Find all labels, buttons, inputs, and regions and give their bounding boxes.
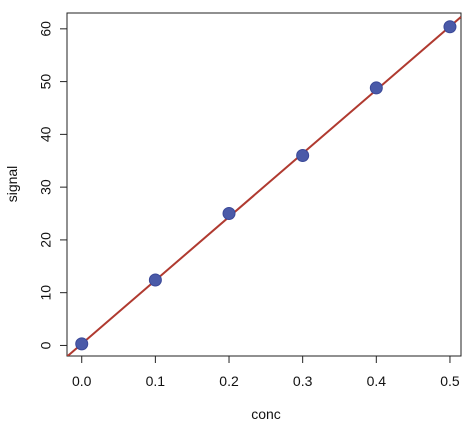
fit-line — [67, 16, 461, 356]
plot-layer: 0.0 0.1 0.2 0.3 0.4 0.5 0 10 20 30 40 50 60 — [38, 12, 462, 389]
x-tick-label: 0.2 — [219, 373, 239, 389]
data-point — [75, 337, 89, 351]
y-tick-label: 60 — [38, 21, 54, 37]
x-tick-label: 0.1 — [146, 373, 166, 389]
data-point — [296, 148, 310, 162]
data-point — [443, 20, 457, 34]
y-tick-label: 10 — [38, 285, 54, 301]
x-tick-label: 0.0 — [72, 373, 92, 389]
data-point — [222, 207, 236, 221]
y-tick-label: 0 — [38, 341, 54, 349]
y-tick-label: 30 — [38, 179, 54, 195]
x-tick-label: 0.4 — [367, 373, 387, 389]
y-axis-label: signal — [4, 166, 20, 203]
y-tick-label: 20 — [38, 232, 54, 248]
x-axis-label: conc — [251, 406, 281, 422]
x-tick-label: 0.5 — [440, 373, 460, 389]
data-point — [148, 273, 162, 287]
y-tick-label: 40 — [38, 126, 54, 142]
plot-frame — [66, 12, 462, 357]
x-tick-label: 0.3 — [293, 373, 313, 389]
data-point — [369, 81, 383, 95]
y-tick-label: 50 — [38, 74, 54, 90]
